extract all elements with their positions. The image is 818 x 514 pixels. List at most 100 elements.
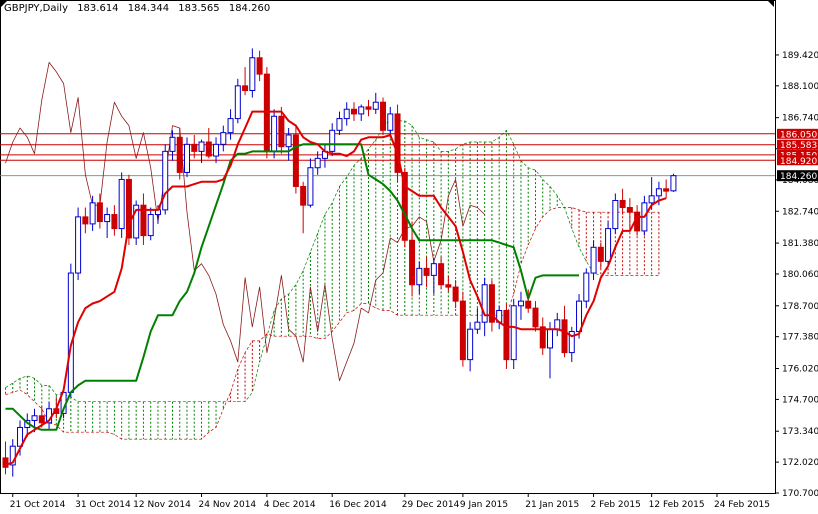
x-tick-label: 24 Feb 2015 (714, 500, 770, 510)
candle-body (350, 108, 357, 115)
candle (2, 441, 9, 475)
candle-body (626, 207, 633, 213)
candle (336, 111, 343, 135)
candle-body (648, 195, 655, 204)
close-value: 184.260 (228, 3, 271, 14)
x-tick-label: 12 Nov 2014 (133, 500, 191, 510)
candle (82, 207, 89, 234)
candle-body (416, 267, 423, 286)
candle (314, 151, 321, 175)
candle (285, 127, 292, 161)
candle-body (96, 202, 103, 223)
candle-body (147, 214, 154, 237)
candle (539, 317, 546, 355)
candle-body (38, 415, 45, 424)
candle-body (227, 118, 234, 134)
candle-body (67, 272, 74, 393)
candle-body (365, 106, 372, 110)
candle (263, 67, 270, 159)
candle-body (133, 204, 140, 239)
candle-body (314, 157, 321, 169)
low-value: 183.565 (178, 3, 220, 14)
candle (387, 106, 394, 138)
candle-body (605, 228, 612, 262)
candle (474, 308, 481, 334)
level-label-bg (777, 139, 818, 150)
candle (125, 174, 132, 245)
candle (67, 263, 74, 398)
candle (612, 193, 619, 234)
candle-body (583, 272, 590, 302)
candle (626, 198, 633, 229)
high-value: 184.344 (127, 3, 170, 14)
candle-body (17, 426, 24, 447)
candle-body (619, 200, 626, 209)
candle-body (169, 136, 176, 152)
shift-marker-icon[interactable] (767, 0, 774, 7)
x-tick-label: 9 Jan 2015 (460, 500, 508, 510)
candle (184, 137, 190, 178)
candle-body (488, 284, 495, 323)
candle (467, 322, 474, 372)
candle-body (176, 136, 183, 173)
candle-body (198, 141, 205, 152)
candle (205, 127, 212, 159)
candle (133, 200, 140, 245)
candle (198, 139, 205, 164)
y-tick-label: 174.700 (782, 395, 818, 405)
candle-body (510, 305, 517, 361)
candle (358, 104, 365, 121)
candle-body (401, 171, 408, 241)
candle (365, 99, 372, 117)
candle (597, 242, 604, 269)
candle (227, 109, 234, 140)
candle (380, 97, 387, 135)
senkou-span-a-line (5, 118, 659, 403)
y-tick-label: 185.410 (782, 145, 818, 155)
candle-body (31, 415, 38, 421)
candle (481, 277, 488, 337)
x-tick-label: 29 Dec 2014 (402, 500, 460, 510)
y-tick-label: 173.340 (782, 427, 818, 437)
candle-body (191, 143, 198, 152)
candle (256, 50, 263, 82)
candle-body (263, 73, 270, 152)
candle-body (503, 309, 510, 361)
candle-body (213, 143, 220, 157)
symbol-label: GBPJPY,Daily (4, 3, 68, 14)
candle (605, 221, 612, 267)
candle (517, 291, 524, 320)
candle (249, 48, 256, 98)
candle (176, 127, 183, 180)
candle-body (372, 101, 379, 110)
candle-body (612, 200, 619, 230)
candle-body (663, 188, 670, 192)
candle (75, 207, 82, 281)
candle-body (256, 57, 263, 75)
candle (416, 261, 423, 295)
candle-body (358, 106, 365, 115)
candle-body (430, 263, 437, 276)
candle-body (568, 331, 575, 354)
candle (430, 259, 437, 295)
candle (350, 102, 357, 121)
candle (394, 104, 401, 182)
candle (242, 67, 249, 96)
candle-body (517, 300, 524, 307)
candle (663, 179, 670, 199)
candle-body (9, 445, 16, 466)
candle (9, 439, 16, 477)
candle-body (111, 214, 118, 230)
candle (525, 289, 532, 313)
candle-body (271, 115, 278, 152)
candle-body (409, 239, 416, 286)
candle-body (104, 214, 111, 223)
candle (438, 256, 445, 290)
candle (292, 125, 299, 194)
candle-body (452, 286, 459, 302)
x-tick-label: 21 Jan 2015 (525, 500, 579, 510)
y-tick-label: 181.380 (782, 239, 818, 249)
level-label: 185.583 (780, 141, 817, 151)
